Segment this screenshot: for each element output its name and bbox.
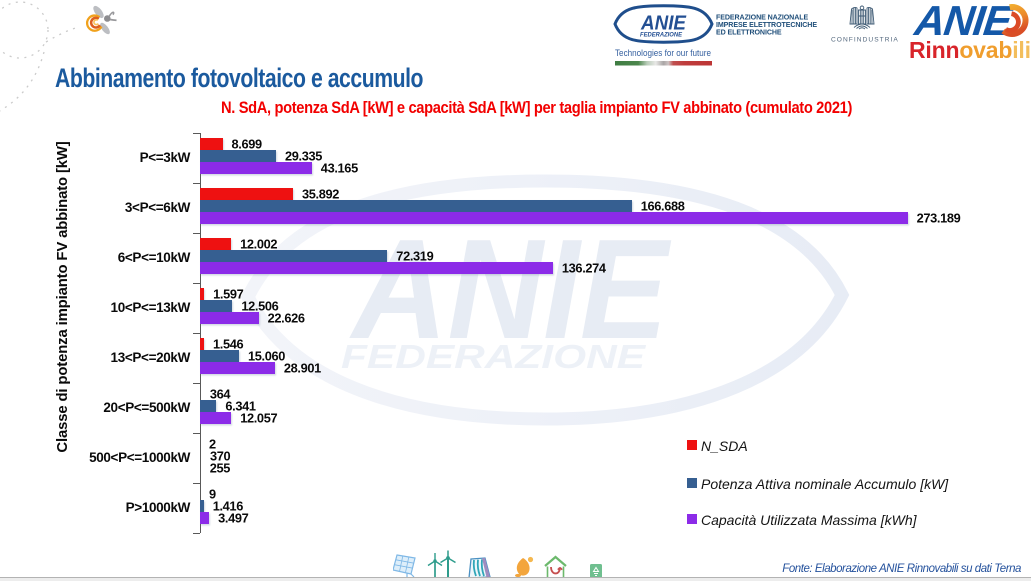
svg-text:FEDERAZIONE NAZIONALE: FEDERAZIONE NAZIONALE — [716, 14, 808, 22]
svg-text:FEDERAZIONE: FEDERAZIONE — [640, 33, 683, 39]
svg-text:ANIE: ANIE — [640, 13, 687, 35]
svg-text:IMPRESE ELETTROTECNICHE: IMPRESE ELETTROTECNICHE — [716, 21, 817, 29]
svg-text:Technologies for our future: Technologies for our future — [615, 48, 711, 58]
svg-text:ED ELETTRONICHE: ED ELETTRONICHE — [716, 29, 782, 37]
svg-text:CONFINDUSTRIA: CONFINDUSTRIA — [831, 37, 899, 44]
svg-text:ANIE: ANIE — [349, 210, 672, 369]
svg-text:FEDERAZIONE: FEDERAZIONE — [341, 338, 646, 375]
